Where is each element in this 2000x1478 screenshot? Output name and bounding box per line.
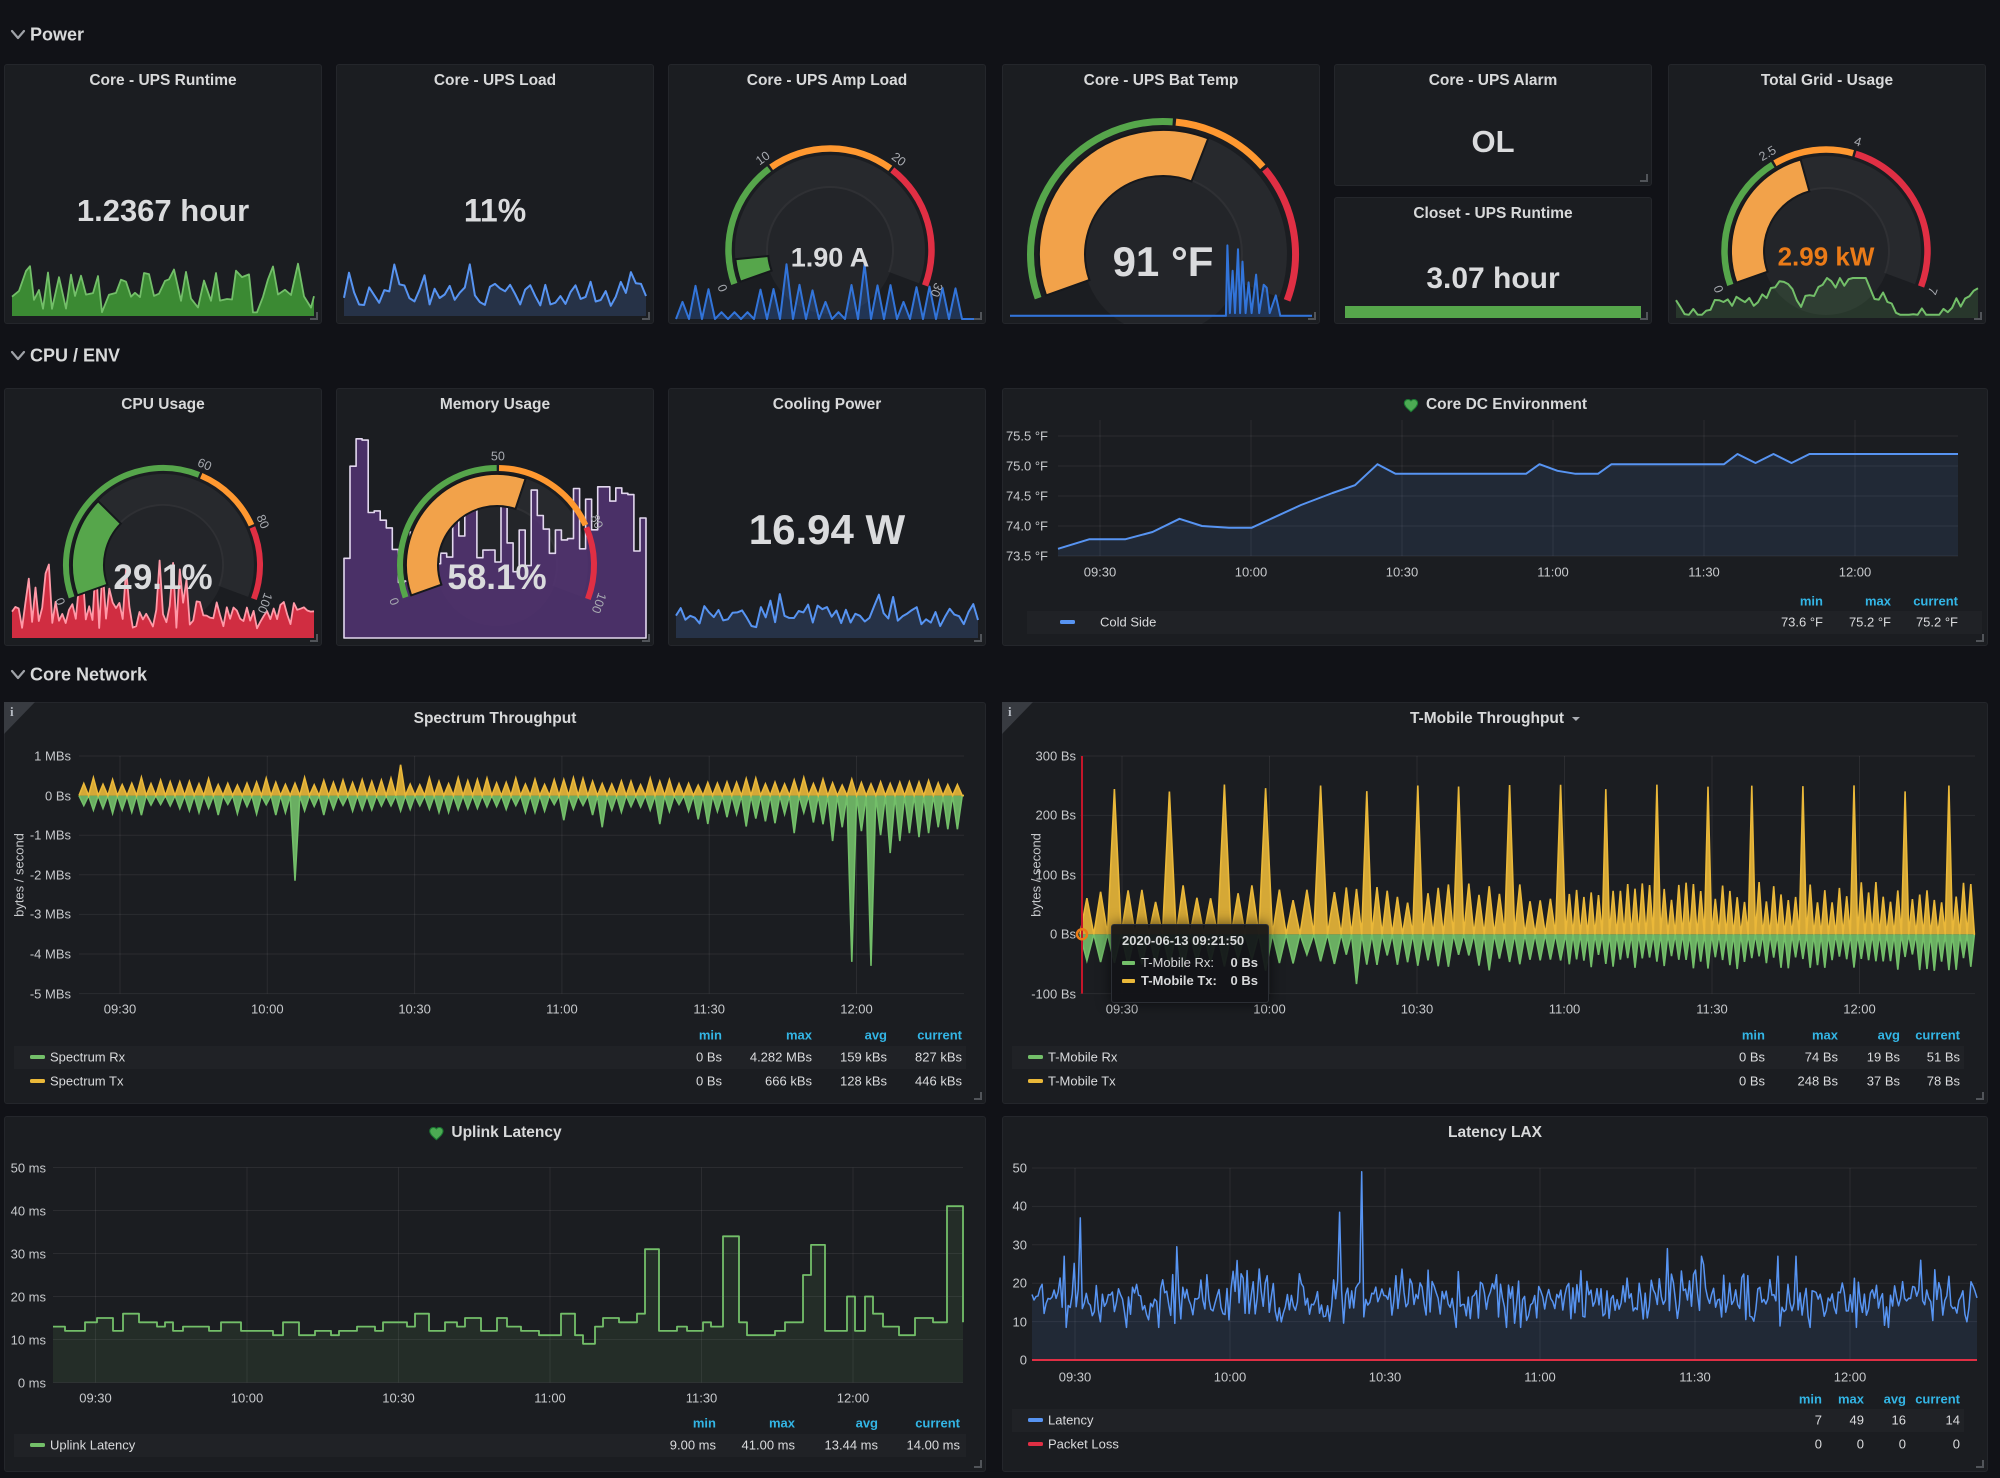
svg-text:100: 100 <box>589 591 609 615</box>
svg-text:10: 10 <box>753 148 773 168</box>
svg-text:7: 7 <box>1925 285 1941 296</box>
svg-text:30: 30 <box>927 281 945 299</box>
svg-text:20: 20 <box>889 150 909 170</box>
svg-text:0: 0 <box>53 596 69 607</box>
svg-text:50: 50 <box>491 449 505 463</box>
svg-text:60: 60 <box>195 455 213 473</box>
svg-text:80: 80 <box>587 512 605 530</box>
svg-text:0: 0 <box>715 282 731 293</box>
svg-text:4: 4 <box>1853 134 1864 149</box>
svg-text:0: 0 <box>387 596 403 607</box>
svg-text:80: 80 <box>253 512 271 530</box>
svg-text:100: 100 <box>255 591 275 615</box>
svg-text:0: 0 <box>1711 283 1727 294</box>
